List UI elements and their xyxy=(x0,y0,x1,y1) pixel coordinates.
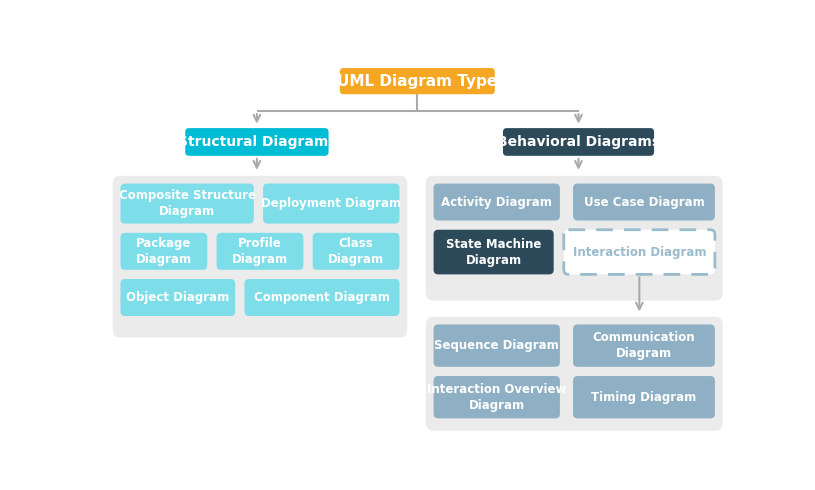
Text: Structural Diagrams: Structural Diagrams xyxy=(178,135,336,149)
Text: Communication
Diagram: Communication Diagram xyxy=(593,331,695,360)
FancyBboxPatch shape xyxy=(573,184,715,220)
FancyBboxPatch shape xyxy=(434,230,553,274)
Text: State Machine
Diagram: State Machine Diagram xyxy=(446,238,541,267)
Text: Sequence Diagram: Sequence Diagram xyxy=(434,339,559,352)
Text: Interaction Overview
Diagram: Interaction Overview Diagram xyxy=(427,383,566,412)
FancyBboxPatch shape xyxy=(434,376,560,418)
FancyBboxPatch shape xyxy=(425,317,723,431)
Text: Package
Diagram: Package Diagram xyxy=(136,237,192,266)
Text: Profile
Diagram: Profile Diagram xyxy=(232,237,288,266)
Text: Component Diagram: Component Diagram xyxy=(254,291,390,304)
FancyBboxPatch shape xyxy=(121,184,253,223)
FancyBboxPatch shape xyxy=(573,376,715,418)
FancyBboxPatch shape xyxy=(340,68,495,94)
FancyBboxPatch shape xyxy=(313,233,399,270)
Text: UML Diagram Type: UML Diagram Type xyxy=(337,74,497,89)
FancyBboxPatch shape xyxy=(573,324,715,367)
FancyBboxPatch shape xyxy=(263,184,399,223)
FancyBboxPatch shape xyxy=(121,233,207,270)
FancyBboxPatch shape xyxy=(564,230,715,274)
FancyBboxPatch shape xyxy=(217,233,303,270)
FancyBboxPatch shape xyxy=(185,128,328,156)
Text: Object Diagram: Object Diagram xyxy=(126,291,230,304)
FancyBboxPatch shape xyxy=(244,279,399,316)
FancyBboxPatch shape xyxy=(434,184,560,220)
Text: Activity Diagram: Activity Diagram xyxy=(441,196,553,209)
Text: Timing Diagram: Timing Diagram xyxy=(592,391,697,404)
FancyBboxPatch shape xyxy=(503,128,654,156)
FancyBboxPatch shape xyxy=(434,324,560,367)
Text: Interaction Diagram: Interaction Diagram xyxy=(573,245,706,259)
FancyBboxPatch shape xyxy=(425,176,723,300)
Text: Deployment Diagram: Deployment Diagram xyxy=(262,197,401,210)
FancyBboxPatch shape xyxy=(112,176,408,338)
Text: Behavioral Diagrams: Behavioral Diagrams xyxy=(497,135,660,149)
Text: Class
Diagram: Class Diagram xyxy=(328,237,384,266)
FancyBboxPatch shape xyxy=(121,279,236,316)
Text: Composite Structure
Diagram: Composite Structure Diagram xyxy=(119,189,256,218)
Text: Use Case Diagram: Use Case Diagram xyxy=(584,196,704,209)
